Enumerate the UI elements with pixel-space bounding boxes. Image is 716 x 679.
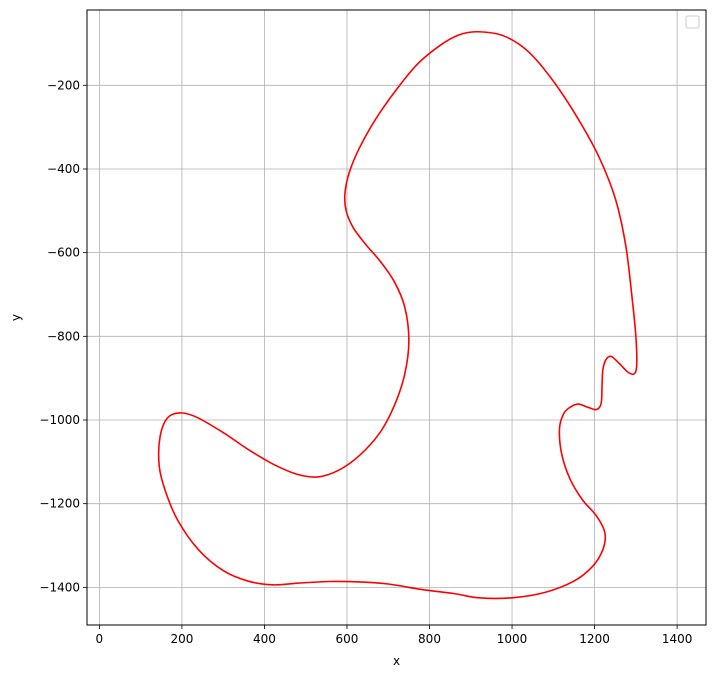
y-tick-label: −200 bbox=[47, 78, 80, 92]
plot-frame bbox=[86, 9, 707, 626]
y-tick-label: −400 bbox=[47, 162, 80, 176]
x-tick-label: 400 bbox=[253, 632, 276, 646]
legend-box bbox=[685, 15, 700, 29]
x-tick-label: 1400 bbox=[662, 632, 693, 646]
series-layer bbox=[157, 30, 638, 600]
plot-background bbox=[87, 10, 706, 625]
x-tick-label: 0 bbox=[96, 632, 104, 646]
y-axis: −200 −400 −600 −800 −1000 −1200 −1400 bbox=[39, 78, 87, 594]
y-tick-label: −600 bbox=[47, 246, 80, 260]
plot-area bbox=[86, 9, 707, 626]
series-line bbox=[157, 30, 638, 600]
y-tick-label: −1000 bbox=[39, 413, 80, 427]
y-tick-label: −1400 bbox=[39, 580, 80, 594]
x-tick-label: 1000 bbox=[497, 632, 528, 646]
x-tick-label: 1200 bbox=[579, 632, 610, 646]
y-tick-label: −1200 bbox=[39, 497, 80, 511]
y-tick-label: −800 bbox=[47, 329, 80, 343]
x-tick-label: 200 bbox=[170, 632, 193, 646]
x-tick-label: 600 bbox=[336, 632, 359, 646]
grid bbox=[87, 10, 706, 625]
y-axis-label: y bbox=[9, 314, 23, 321]
x-axis: 0 200 400 600 800 1000 1200 1400 bbox=[96, 625, 693, 646]
x-tick-label: 800 bbox=[418, 632, 441, 646]
x-axis-label: x bbox=[393, 654, 400, 668]
